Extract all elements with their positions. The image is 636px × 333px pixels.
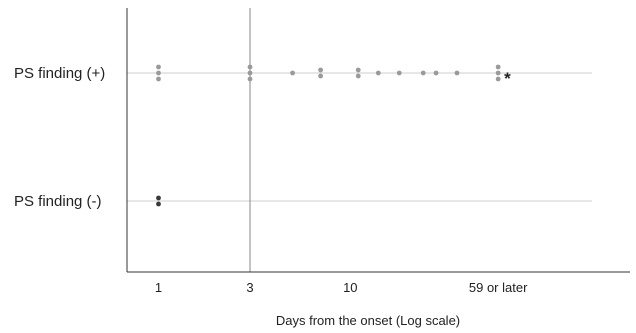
data-point (318, 73, 323, 79)
data-point (433, 70, 439, 76)
points-layer (156, 64, 501, 207)
annotation-asterisk: * (504, 69, 511, 88)
data-point (420, 70, 426, 76)
category-label: PS finding (+) (14, 65, 105, 82)
data-point (495, 70, 501, 76)
data-point (156, 64, 161, 70)
x-tick-label: 1 (155, 280, 162, 295)
data-point (375, 70, 381, 76)
x-tick-label: 59 or later (469, 280, 528, 295)
x-axis-title: Days from the onset (Log scale) (276, 313, 460, 328)
data-point (396, 70, 402, 76)
data-point (247, 76, 253, 82)
category-label: PS finding (-) (14, 193, 102, 210)
data-point (290, 70, 295, 76)
x-tick-label: 3 (246, 280, 253, 295)
data-point (156, 195, 161, 201)
data-point (355, 73, 361, 79)
data-point (454, 70, 460, 76)
labels-layer: PS finding (+) PS finding (-) 1 3 10 59 or la… (14, 65, 528, 295)
data-point (247, 70, 253, 76)
data-point (247, 64, 253, 70)
data-point (318, 67, 323, 73)
data-point (156, 76, 161, 82)
data-point (495, 76, 501, 82)
axes-layer (126, 8, 630, 273)
data-point (355, 67, 361, 73)
grid-layer (127, 8, 592, 272)
x-tick-label: 10 (343, 280, 357, 295)
data-point (156, 70, 161, 76)
data-point (495, 64, 501, 70)
data-point (156, 201, 161, 207)
